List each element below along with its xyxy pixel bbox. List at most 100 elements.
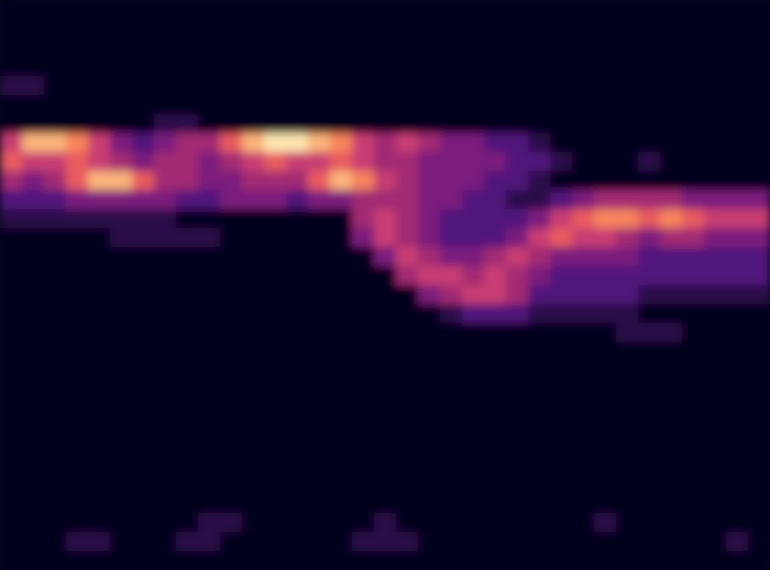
cell [330, 171, 353, 191]
cell [242, 76, 265, 96]
cell [352, 95, 375, 115]
cell [66, 475, 89, 495]
cell [616, 38, 639, 58]
cell [660, 247, 683, 267]
cell [44, 38, 67, 58]
cell [704, 19, 727, 39]
cell [660, 475, 683, 495]
cell [550, 209, 573, 229]
cell [528, 399, 551, 419]
cell [638, 475, 661, 495]
cell [242, 0, 265, 20]
cell [22, 76, 45, 96]
cell [242, 209, 265, 229]
cell [176, 342, 199, 362]
cell [462, 513, 485, 533]
cell [594, 38, 617, 58]
cell [286, 38, 309, 58]
cell [22, 38, 45, 58]
cell [748, 133, 770, 153]
cell [242, 19, 265, 39]
cell [110, 513, 133, 533]
cell [22, 399, 45, 419]
cell [242, 304, 265, 324]
cell [616, 57, 639, 77]
cell [660, 95, 683, 115]
cell [154, 437, 177, 457]
cell [726, 114, 749, 134]
cell [462, 19, 485, 39]
cell [220, 0, 243, 20]
cell [462, 342, 485, 362]
cell [396, 361, 419, 381]
cell [308, 551, 331, 570]
cell [748, 228, 770, 248]
cell [528, 95, 551, 115]
cell [704, 114, 727, 134]
cell [66, 247, 89, 267]
cell [506, 76, 529, 96]
cell [330, 418, 353, 438]
cell [528, 19, 551, 39]
cell [352, 532, 375, 552]
cell [88, 171, 111, 191]
cell [594, 133, 617, 153]
cell [308, 380, 331, 400]
cell [132, 475, 155, 495]
cell [484, 133, 507, 153]
cell [242, 95, 265, 115]
cell [660, 19, 683, 39]
cell [22, 209, 45, 229]
cell [726, 76, 749, 96]
cell [220, 228, 243, 248]
cell [660, 361, 683, 381]
cell [330, 380, 353, 400]
cell [440, 285, 463, 305]
cell [88, 475, 111, 495]
cell [594, 171, 617, 191]
cell [594, 475, 617, 495]
cell [704, 456, 727, 476]
cell [88, 247, 111, 267]
cell [0, 456, 23, 476]
cell [176, 437, 199, 457]
cell [418, 57, 441, 77]
cell [176, 190, 199, 210]
cell [242, 361, 265, 381]
cell [484, 228, 507, 248]
cell [704, 76, 727, 96]
cell [682, 551, 705, 570]
cell [88, 209, 111, 229]
cell [682, 285, 705, 305]
cell [198, 247, 221, 267]
cell [110, 532, 133, 552]
cell [220, 19, 243, 39]
cell [572, 494, 595, 514]
cell [484, 190, 507, 210]
cell [484, 418, 507, 438]
cell [22, 133, 45, 153]
cell [550, 38, 573, 58]
cell [638, 361, 661, 381]
cell [110, 437, 133, 457]
cell [748, 551, 770, 570]
cell [352, 133, 375, 153]
cell [506, 285, 529, 305]
cell [682, 152, 705, 172]
cell [594, 247, 617, 267]
cell [726, 0, 749, 20]
cell [198, 532, 221, 552]
cell [264, 209, 287, 229]
cell [572, 513, 595, 533]
cell [220, 551, 243, 570]
cell [572, 152, 595, 172]
cell [440, 532, 463, 552]
cell [66, 76, 89, 96]
cell [484, 551, 507, 570]
cell [748, 285, 770, 305]
cell [88, 0, 111, 20]
cell [660, 399, 683, 419]
cell [616, 19, 639, 39]
cell [308, 285, 331, 305]
cell [550, 19, 573, 39]
